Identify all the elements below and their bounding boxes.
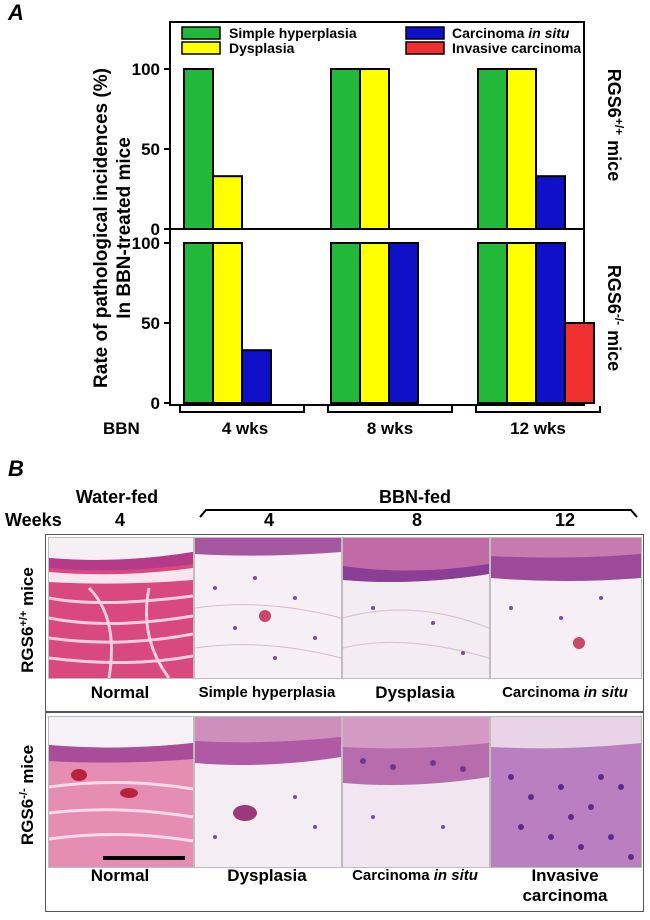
row-label-rgs6-ko-a: RGS6-/- mice bbox=[604, 265, 626, 371]
panel-b-frame bbox=[45, 534, 644, 912]
legend-label-simple-hyperplasia: Simple hyperplasia bbox=[229, 25, 357, 41]
tick-label-ko-100: 100 bbox=[132, 234, 160, 253]
tick-label-wt-0: 0 bbox=[151, 220, 160, 239]
panel-a-chart: Rate of pathological incidences (%) In B… bbox=[91, 21, 626, 438]
legend-swatch-invasive-carcinoma bbox=[405, 41, 445, 55]
tick-label-wt-100: 100 bbox=[132, 60, 160, 79]
caption-ko-1: Normal bbox=[90, 866, 150, 885]
bar-wt-12wks-simple-hyperplasia bbox=[477, 68, 508, 230]
legend-label-dysplasia: Dysplasia bbox=[229, 40, 295, 56]
legend: Simple hyperplasia Dysplasia Carcinoma i… bbox=[181, 25, 581, 56]
week-col-1: 4 bbox=[114, 510, 125, 530]
bbn-fed-bracket bbox=[199, 509, 638, 518]
bar-wt-4wks-dysplasia bbox=[212, 175, 243, 230]
week-col-4: 12 bbox=[554, 510, 576, 530]
water-fed-label: Water-fed bbox=[75, 487, 159, 507]
bar-ko-12wks-carcinoma-in-situ bbox=[535, 242, 566, 404]
bar-ko-8wks-simple-hyperplasia bbox=[330, 242, 361, 404]
week-col-2: 4 bbox=[263, 510, 274, 530]
y-axis-label-line1: Rate of pathological incidences (%) bbox=[91, 68, 112, 388]
histology-rgs6-wt-bbn-12wk bbox=[490, 537, 642, 679]
bar-ko-4wks-carcinoma-in-situ bbox=[241, 349, 272, 405]
histology-rgs6-ko-water-4wk bbox=[48, 716, 194, 868]
caption-wt-1: Normal bbox=[90, 683, 150, 702]
y-axis-label-line2: In BBN-treated mice bbox=[114, 137, 135, 319]
scale-bar bbox=[103, 856, 185, 860]
caption-ko-3: Carcinoma in situ bbox=[352, 867, 478, 884]
caption-wt-3: Dysplasia bbox=[375, 683, 455, 702]
row-label-rgs6-ko-b: RGS6-/- mice bbox=[18, 745, 37, 845]
histology-rgs6-ko-bbn-8wk bbox=[342, 716, 490, 868]
legend-swatch-simple-hyperplasia bbox=[181, 26, 221, 40]
panel-b-row-labels: RGS6+/+ mice RGS6-/- mice bbox=[18, 567, 37, 845]
panel-a-letter: A bbox=[8, 0, 24, 25]
bar-wt-8wks-simple-hyperplasia bbox=[330, 68, 361, 230]
row-label-rgs6-wt-a: RGS6+/+ mice bbox=[604, 69, 626, 181]
histology-rgs6-ko-bbn-4wk bbox=[194, 716, 342, 868]
legend-label-carcinoma-in-situ: Carcinoma in situ bbox=[452, 25, 570, 41]
bar-ko-8wks-carcinoma-in-situ bbox=[388, 242, 419, 404]
bar-ko-12wks-dysplasia bbox=[506, 242, 537, 404]
panel-b-letter: B bbox=[8, 456, 24, 481]
histology-rgs6-wt-bbn-8wk bbox=[342, 537, 490, 679]
group-label-12wks: 12 wks bbox=[510, 419, 566, 438]
group-label-4wks: 4 wks bbox=[222, 419, 268, 438]
bar-wt-12wks-carcinoma-in-situ bbox=[535, 175, 566, 230]
caption-wt-4: Carcinoma in situ bbox=[502, 684, 628, 701]
bar-wt-12wks-dysplasia bbox=[506, 68, 537, 230]
legend-swatch-carcinoma-in-situ bbox=[405, 26, 445, 40]
legend-label-invasive-carcinoma: Invasive carcinoma bbox=[452, 40, 581, 56]
bbn-fed-label: BBN-fed bbox=[379, 487, 451, 507]
caption-ko-2: Dysplasia bbox=[227, 866, 307, 885]
panel-b-row-divider bbox=[45, 711, 644, 713]
histology-rgs6-wt-bbn-4wk bbox=[194, 537, 342, 679]
week-col-3: 8 bbox=[411, 510, 422, 530]
bar-ko-8wks-dysplasia bbox=[359, 242, 390, 404]
bar-wt-4wks-simple-hyperplasia bbox=[183, 68, 214, 230]
tick-label-ko-0: 0 bbox=[151, 394, 160, 413]
caption-ko-4-line1: Invasive bbox=[531, 866, 599, 885]
row-label-rgs6-wt-b: RGS6+/+ mice bbox=[18, 567, 37, 673]
bar-wt-8wks-dysplasia bbox=[359, 68, 390, 230]
histology-rgs6-wt-water-4wk bbox=[48, 537, 194, 679]
bar-ko-12wks-simple-hyperplasia bbox=[477, 242, 508, 404]
bbn-brackets bbox=[179, 406, 601, 413]
legend-swatch-dysplasia bbox=[181, 41, 221, 55]
y-ticks bbox=[164, 68, 170, 404]
bar-ko-4wks-simple-hyperplasia bbox=[183, 242, 214, 404]
caption-ko-4-line2: carcinoma bbox=[522, 886, 608, 905]
bar-ko-4wks-dysplasia bbox=[212, 242, 243, 404]
histology-rgs6-ko-bbn-12wk bbox=[490, 716, 642, 868]
group-label-8wks: 8 wks bbox=[367, 419, 413, 438]
tick-label-wt-50: 50 bbox=[141, 140, 160, 159]
tick-label-ko-50: 50 bbox=[141, 314, 160, 333]
weeks-label: Weeks bbox=[5, 510, 62, 530]
bbn-label: BBN bbox=[103, 419, 140, 438]
caption-wt-2: Simple hyperplasia bbox=[198, 684, 336, 701]
bar-ko-12wks-invasive-carcinoma bbox=[564, 322, 595, 404]
